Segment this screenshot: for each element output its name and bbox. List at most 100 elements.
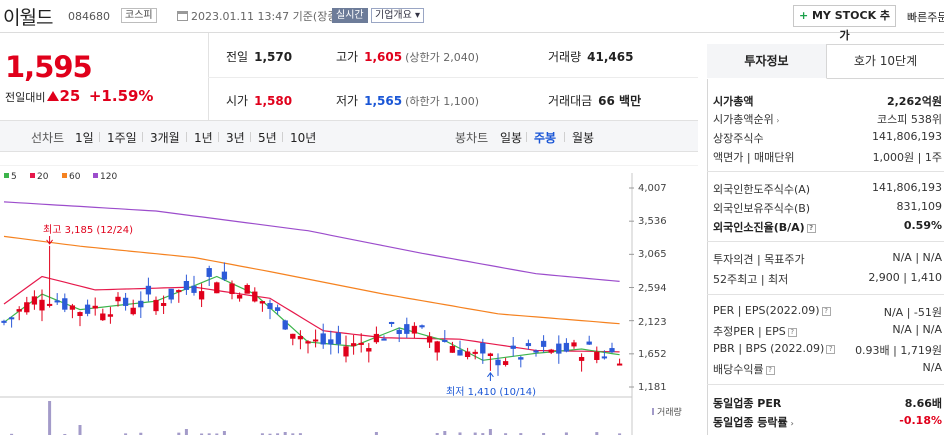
candle-body: [404, 324, 410, 334]
stat-amount-label: 거래대금: [548, 94, 593, 108]
add-mystock-button[interactable]: + MY STOCK 추가: [793, 5, 896, 42]
help-icon[interactable]: ?: [806, 224, 816, 233]
volume-bars: [10, 401, 622, 435]
calendar-icon: [177, 11, 188, 21]
candle-body: [39, 299, 45, 311]
candle-weekly[interactable]: 주봉: [534, 131, 557, 145]
y-tick: 1,652: [638, 349, 667, 360]
current-price: 1,595: [5, 50, 93, 84]
candle-body: [616, 363, 623, 366]
period-5y[interactable]: 5년: [258, 131, 277, 145]
candle-monthly[interactable]: 월봉: [572, 131, 595, 145]
stat-high: 고가 1,605 (상한가 2,040): [336, 48, 479, 65]
candle-body: [229, 283, 235, 295]
volume-bar: [488, 429, 492, 435]
candle-body: [335, 332, 342, 345]
period-10y[interactable]: 10년: [290, 131, 317, 145]
y-tick: 3,065: [638, 249, 667, 260]
tab-hoga[interactable]: 호가 10단계: [827, 44, 944, 79]
legend-swatch: [62, 173, 67, 178]
period-1w[interactable]: 1주일: [107, 131, 137, 145]
volume-bar: [177, 432, 181, 435]
period-1y[interactable]: 1년: [194, 131, 213, 145]
chart-annotations: [46, 236, 494, 381]
stock-header: 이월드 084680 코스피 2023.01.11 13:47 기준(장중) 실…: [0, 0, 944, 42]
candle-body: [84, 304, 91, 314]
period-3m[interactable]: 3개월: [150, 131, 180, 145]
candle-body: [525, 343, 532, 347]
realtime-badge[interactable]: 실시간: [332, 8, 368, 23]
company-info-button[interactable]: 기업개요 ▾: [371, 8, 424, 23]
volume-bar: [481, 433, 485, 435]
candle-body: [46, 303, 53, 306]
info-icon[interactable]: ›: [773, 116, 780, 125]
stat-lower-limit: (하한가 1,100): [405, 95, 479, 108]
help-icon[interactable]: ?: [787, 328, 797, 337]
candle-body: [442, 339, 448, 342]
price-change: 전일대비 25 +1.59%: [5, 87, 153, 105]
candle-body: [282, 320, 288, 330]
stat-low: 저가 1,565 (하한가 1,100): [336, 92, 479, 109]
volume-bar: [618, 433, 622, 435]
help-icon[interactable]: ?: [821, 307, 831, 316]
volume-bar: [124, 433, 128, 435]
row-value: N/A | N/A: [892, 251, 942, 264]
volume-bar: [139, 432, 143, 435]
divider: [186, 132, 187, 142]
row-value: 2,900 | 1,410: [868, 271, 942, 284]
divider: [707, 241, 944, 242]
stock-chart[interactable]: [0, 165, 698, 435]
period-3y[interactable]: 3년: [226, 131, 245, 145]
volume-bar: [78, 425, 82, 435]
stock-code: 084680: [68, 10, 110, 23]
period-1d[interactable]: 1일: [75, 131, 94, 145]
candle-body: [8, 317, 15, 320]
moving-average-lines: [3, 201, 620, 361]
candle-body: [381, 338, 387, 341]
ma-line-ma20: [3, 275, 620, 353]
divider: [707, 294, 944, 295]
volume-bar: [200, 433, 204, 435]
row-label-text: 배당수익률: [713, 363, 764, 376]
row-label: PBR | BPS (2022.09)?: [713, 342, 836, 355]
volume-bar: [207, 433, 211, 435]
stat-open: 시가 1,580: [226, 92, 292, 109]
candle-body: [510, 345, 516, 349]
help-icon[interactable]: ?: [765, 366, 775, 375]
candle-body: [426, 336, 433, 343]
candle-body: [153, 299, 159, 312]
row-label-text: 외국인소진율(B/A): [713, 221, 805, 234]
chart-grid: [0, 165, 698, 435]
legend-swatch: [4, 173, 9, 178]
volume-bar: [48, 401, 52, 435]
volume-bar: [504, 433, 508, 435]
candle-body: [464, 351, 471, 357]
candle-daily[interactable]: 일봉: [500, 131, 523, 145]
candle-body: [145, 285, 152, 295]
quick-order-link[interactable]: 빠른주문: [907, 11, 944, 24]
volume-bar: [63, 433, 67, 435]
candle-body: [495, 359, 501, 366]
tab-invest-info[interactable]: 투자정보: [707, 44, 827, 79]
stat-upper-limit: (상한가 2,040): [405, 51, 479, 64]
candle-body: [419, 325, 425, 328]
help-icon[interactable]: ?: [826, 345, 836, 354]
stat-low-value: 1,565: [364, 94, 403, 108]
candle-body: [366, 348, 372, 352]
row-label: 동일업종 PER: [713, 397, 782, 410]
divider: [250, 132, 251, 142]
info-icon[interactable]: ›: [787, 419, 794, 428]
volume-bar: [276, 433, 280, 435]
y-tick: 3,536: [638, 216, 667, 227]
row-label: 52주최고 | 최저: [713, 273, 789, 286]
legend-ma60-label: 60: [69, 172, 81, 182]
ma-line-ma5: [3, 275, 620, 361]
row-value: 141,806,193: [872, 181, 942, 194]
line-chart-label: 선차트: [31, 131, 65, 145]
period-bar: 선차트 1일 1주일 3개월 1년 3년 5년 10년 봉차트 일봉 주봉 월봉: [0, 120, 698, 152]
candle-body: [297, 336, 304, 340]
stat-volume-value: 41,465: [587, 50, 634, 64]
divider: [526, 132, 527, 142]
legend-ma20-label: 20: [37, 172, 49, 182]
legend-ma5-label: 5: [11, 172, 17, 182]
